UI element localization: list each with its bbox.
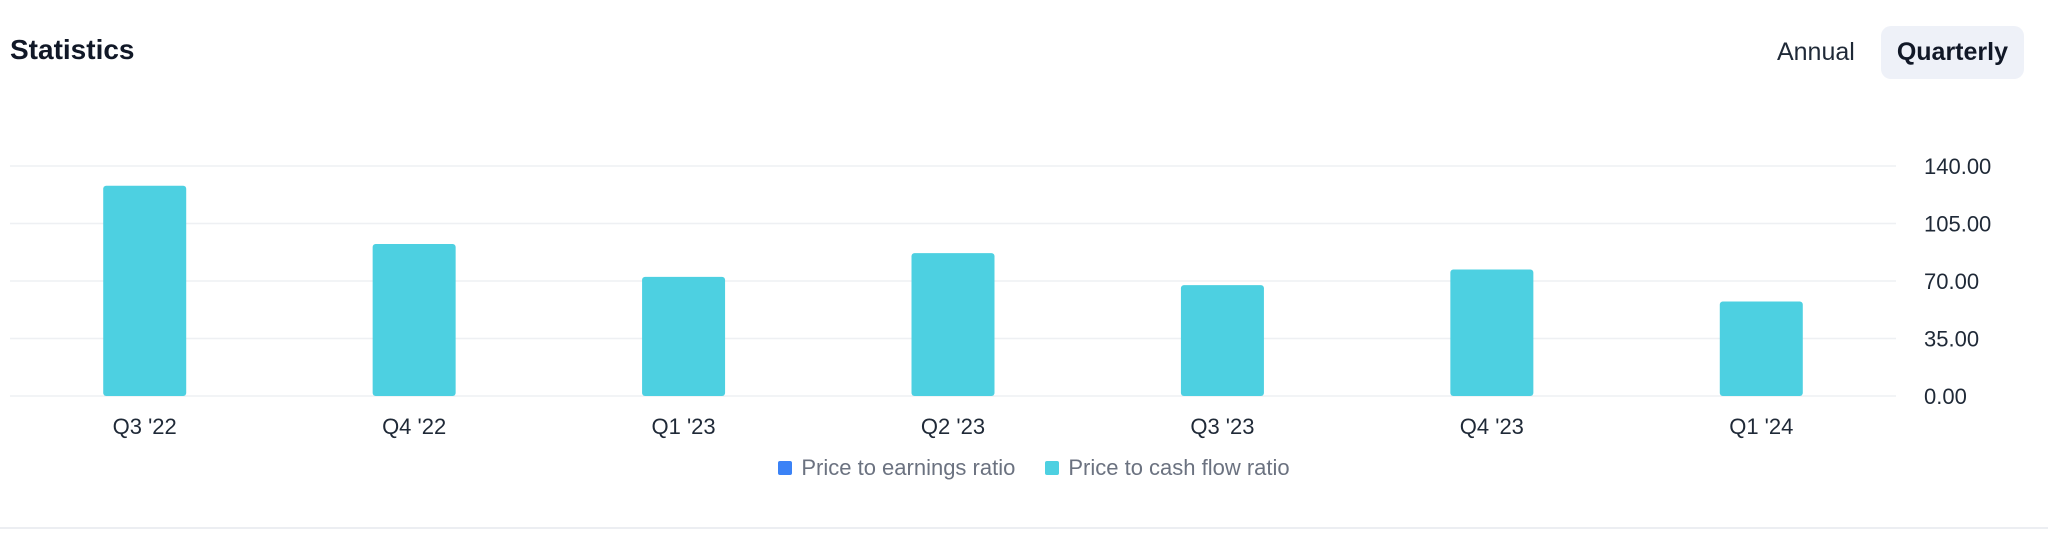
x-tick-label: Q4 '22 — [382, 414, 446, 439]
legend-item-price-to-cash-flow[interactable]: Price to cash flow ratio — [1045, 455, 1290, 481]
legend-item-price-to-earnings[interactable]: Price to earnings ratio — [778, 455, 1015, 481]
x-tick-label: Q3 '23 — [1190, 414, 1254, 439]
y-tick-label: 105.00 — [1924, 212, 1991, 237]
bar-price-to-cash-flow[interactable] — [911, 253, 995, 396]
x-tick-label: Q3 '22 — [113, 414, 177, 439]
bar-price-to-cash-flow[interactable] — [1719, 301, 1803, 396]
bottom-divider — [0, 527, 2048, 529]
period-toggle: Annual Quarterly — [1761, 26, 2024, 79]
bar-price-to-cash-flow[interactable] — [642, 276, 726, 396]
bar-price-to-cash-flow[interactable] — [103, 185, 187, 396]
x-tick-label: Q4 '23 — [1460, 414, 1524, 439]
quarterly-button[interactable]: Quarterly — [1880, 26, 2024, 79]
y-tick-label: 35.00 — [1924, 327, 1979, 352]
bar-chart: 0.00 35.00 70.00 105.00 140.00 Q3 '22 Q4 '22 Q1… — [10, 154, 1991, 439]
chart-header: Statistics Annual Quarterly — [0, 0, 2048, 110]
y-tick-label: 70.00 — [1924, 269, 1979, 294]
y-tick-label: 140.00 — [1924, 154, 1991, 179]
annual-button[interactable]: Annual — [1761, 26, 1871, 79]
legend-label-price-to-cash-flow: Price to cash flow ratio — [1068, 455, 1290, 480]
legend-swatch-price-to-cash-flow — [1045, 461, 1060, 475]
legend-label-price-to-earnings: Price to earnings ratio — [801, 455, 1016, 480]
page-title: Statistics — [10, 34, 135, 65]
bar-price-to-cash-flow[interactable] — [1180, 285, 1264, 396]
bar-price-to-cash-flow[interactable] — [372, 244, 456, 396]
x-tick-label: Q1 '23 — [652, 414, 716, 439]
bar-price-to-cash-flow[interactable] — [1450, 269, 1534, 397]
y-tick-label: 0.00 — [1924, 384, 1967, 409]
chart-legend: Price to earnings ratio Price to cash fl… — [0, 455, 2048, 481]
x-tick-label: Q2 '23 — [921, 414, 985, 439]
x-tick-label: Q1 '24 — [1729, 414, 1793, 439]
legend-swatch-price-to-earnings — [778, 461, 793, 475]
